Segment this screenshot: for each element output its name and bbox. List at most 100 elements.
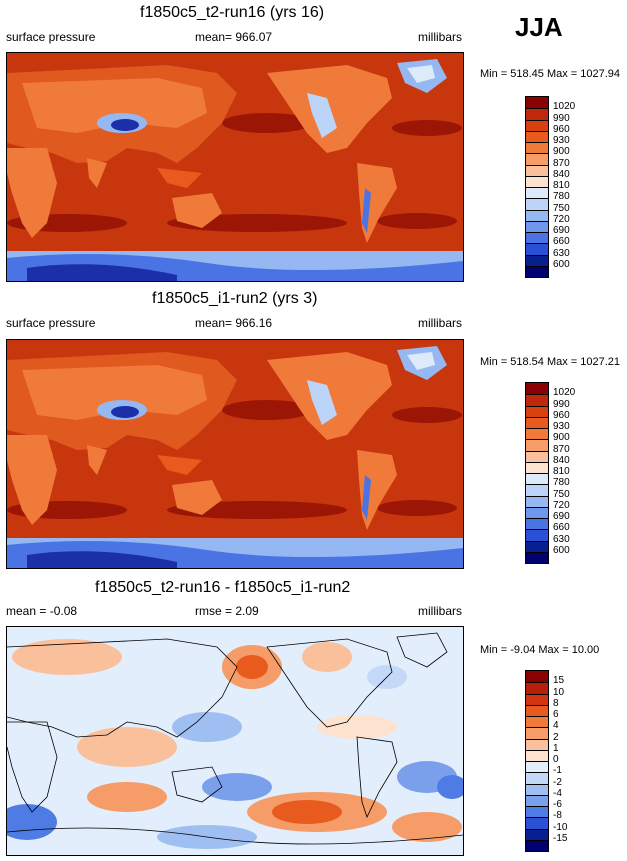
colorbar-swatch — [526, 119, 548, 131]
colorbar-swatch — [526, 473, 548, 485]
colorbar-swatch — [526, 783, 548, 795]
colorbar-tick-label: 720 — [553, 213, 570, 225]
colorbar-swatch — [526, 209, 548, 221]
panel2-map-graphic — [7, 340, 463, 568]
colorbar-swatch — [526, 450, 548, 462]
colorbar-swatch — [526, 716, 548, 728]
colorbar-swatch — [526, 529, 548, 541]
colorbar-tick-label: 1020 — [553, 387, 576, 399]
colorbar-swatch — [526, 461, 548, 473]
colorbar-swatch — [526, 540, 548, 552]
colorbar-swatch — [526, 761, 548, 773]
panel1-map — [6, 52, 464, 282]
colorbar-swatch — [526, 806, 548, 818]
colorbar-tick-label: 960 — [553, 409, 570, 421]
colorbar-tick-label: 2 — [553, 731, 559, 743]
colorbar-tick-label: 630 — [553, 247, 570, 259]
panel1-map-graphic — [7, 53, 463, 281]
colorbar-swatch — [526, 772, 548, 784]
panel3-units-label: millibars — [418, 604, 463, 618]
colorbar-tick-label: 8 — [553, 697, 559, 709]
panel3-map-graphic — [7, 627, 463, 855]
colorbar-tick-label: 6 — [553, 709, 559, 720]
colorbar-tick-label: 990 — [553, 112, 570, 124]
colorbar-tick-label: 840 — [553, 454, 570, 466]
colorbar-tick-label: 750 — [553, 202, 570, 214]
colorbar-tick-label: 900 — [553, 146, 570, 158]
colorbar-tick-label: 1020 — [553, 101, 576, 113]
colorbar-tick-label: 600 — [553, 544, 570, 556]
colorbar-tick-label: 870 — [553, 443, 570, 455]
colorbar-tick-label: 810 — [553, 180, 570, 191]
colorbar-swatch — [526, 428, 548, 440]
panel1-variable-label: surface pressure — [6, 30, 96, 44]
colorbar-swatch — [526, 828, 548, 840]
colorbar-swatch — [526, 405, 548, 417]
colorbar-swatch — [526, 416, 548, 428]
colorbar-swatch — [526, 394, 548, 406]
panel1-units-label: millibars — [418, 30, 463, 44]
colorbar-swatch — [526, 142, 548, 154]
colorbar-tick-label: 930 — [553, 135, 570, 146]
colorbar-swatch — [526, 383, 548, 395]
panel3-minmax: Min = -9.04 Max = 10.00 — [480, 644, 600, 656]
panel3-title: f1850c5_t2-run16 - f1850c5_i1-run2 — [95, 579, 351, 596]
colorbar-swatch — [526, 817, 548, 829]
colorbar-swatch — [526, 682, 548, 694]
colorbar-swatch — [526, 839, 548, 851]
panel2-colorbar — [525, 382, 549, 564]
panel3-colorbar — [525, 670, 549, 852]
colorbar-tick-label: 1 — [553, 742, 559, 754]
colorbar-tick-label: 780 — [553, 477, 570, 489]
colorbar-swatch — [526, 671, 548, 683]
panel1-colorbar — [525, 96, 549, 278]
colorbar-swatch — [526, 108, 548, 120]
colorbar-tick-label: 630 — [553, 533, 570, 545]
colorbar-swatch — [526, 164, 548, 176]
colorbar-tick-label: 870 — [553, 157, 570, 169]
colorbar-swatch — [526, 97, 548, 109]
colorbar-tick-label: 4 — [553, 720, 559, 732]
panel1-mean-label: mean= 966.07 — [195, 30, 273, 44]
colorbar-swatch — [526, 243, 548, 255]
panel2-units-label: millibars — [418, 316, 463, 330]
panel2-map — [6, 339, 464, 569]
colorbar-tick-label: 750 — [553, 488, 570, 500]
colorbar-swatch — [526, 198, 548, 210]
panel3-map — [6, 626, 464, 856]
colorbar-swatch — [526, 738, 548, 750]
colorbar-swatch — [526, 232, 548, 244]
colorbar-swatch — [526, 175, 548, 187]
colorbar-tick-label: -10 — [553, 821, 568, 833]
colorbar-tick-label: 720 — [553, 499, 570, 511]
colorbar-tick-label: 0 — [553, 754, 559, 765]
colorbar-tick-label: 990 — [553, 398, 570, 410]
colorbar-swatch — [526, 254, 548, 266]
colorbar-tick-label: 690 — [553, 225, 570, 236]
colorbar-swatch — [526, 130, 548, 142]
panel3-mean-label: mean = -0.08 — [6, 604, 78, 618]
colorbar-swatch — [526, 794, 548, 806]
season-label: JJA — [515, 12, 563, 42]
colorbar-swatch — [526, 727, 548, 739]
panel3-rmse-label: rmse = 2.09 — [195, 604, 259, 618]
colorbar-tick-label: 810 — [553, 466, 570, 477]
colorbar-swatch — [526, 265, 548, 277]
colorbar-tick-label: -8 — [553, 810, 562, 822]
panel2-mean-label: mean= 966.16 — [195, 316, 273, 330]
colorbar-swatch — [526, 153, 548, 165]
colorbar-swatch — [526, 749, 548, 761]
colorbar-tick-label: 660 — [553, 522, 570, 534]
colorbar-tick-label: 900 — [553, 432, 570, 444]
colorbar-swatch — [526, 518, 548, 530]
colorbar-tick-label: 15 — [553, 675, 565, 687]
colorbar-swatch — [526, 704, 548, 716]
colorbar-tick-label: 930 — [553, 421, 570, 432]
colorbar-swatch — [526, 506, 548, 518]
colorbar-swatch — [526, 187, 548, 199]
panel1-title: f1850c5_t2-run16 (yrs 16) — [140, 4, 325, 21]
colorbar-tick-label: 960 — [553, 123, 570, 135]
colorbar-swatch — [526, 484, 548, 496]
colorbar-swatch — [526, 693, 548, 705]
colorbar-swatch — [526, 220, 548, 232]
